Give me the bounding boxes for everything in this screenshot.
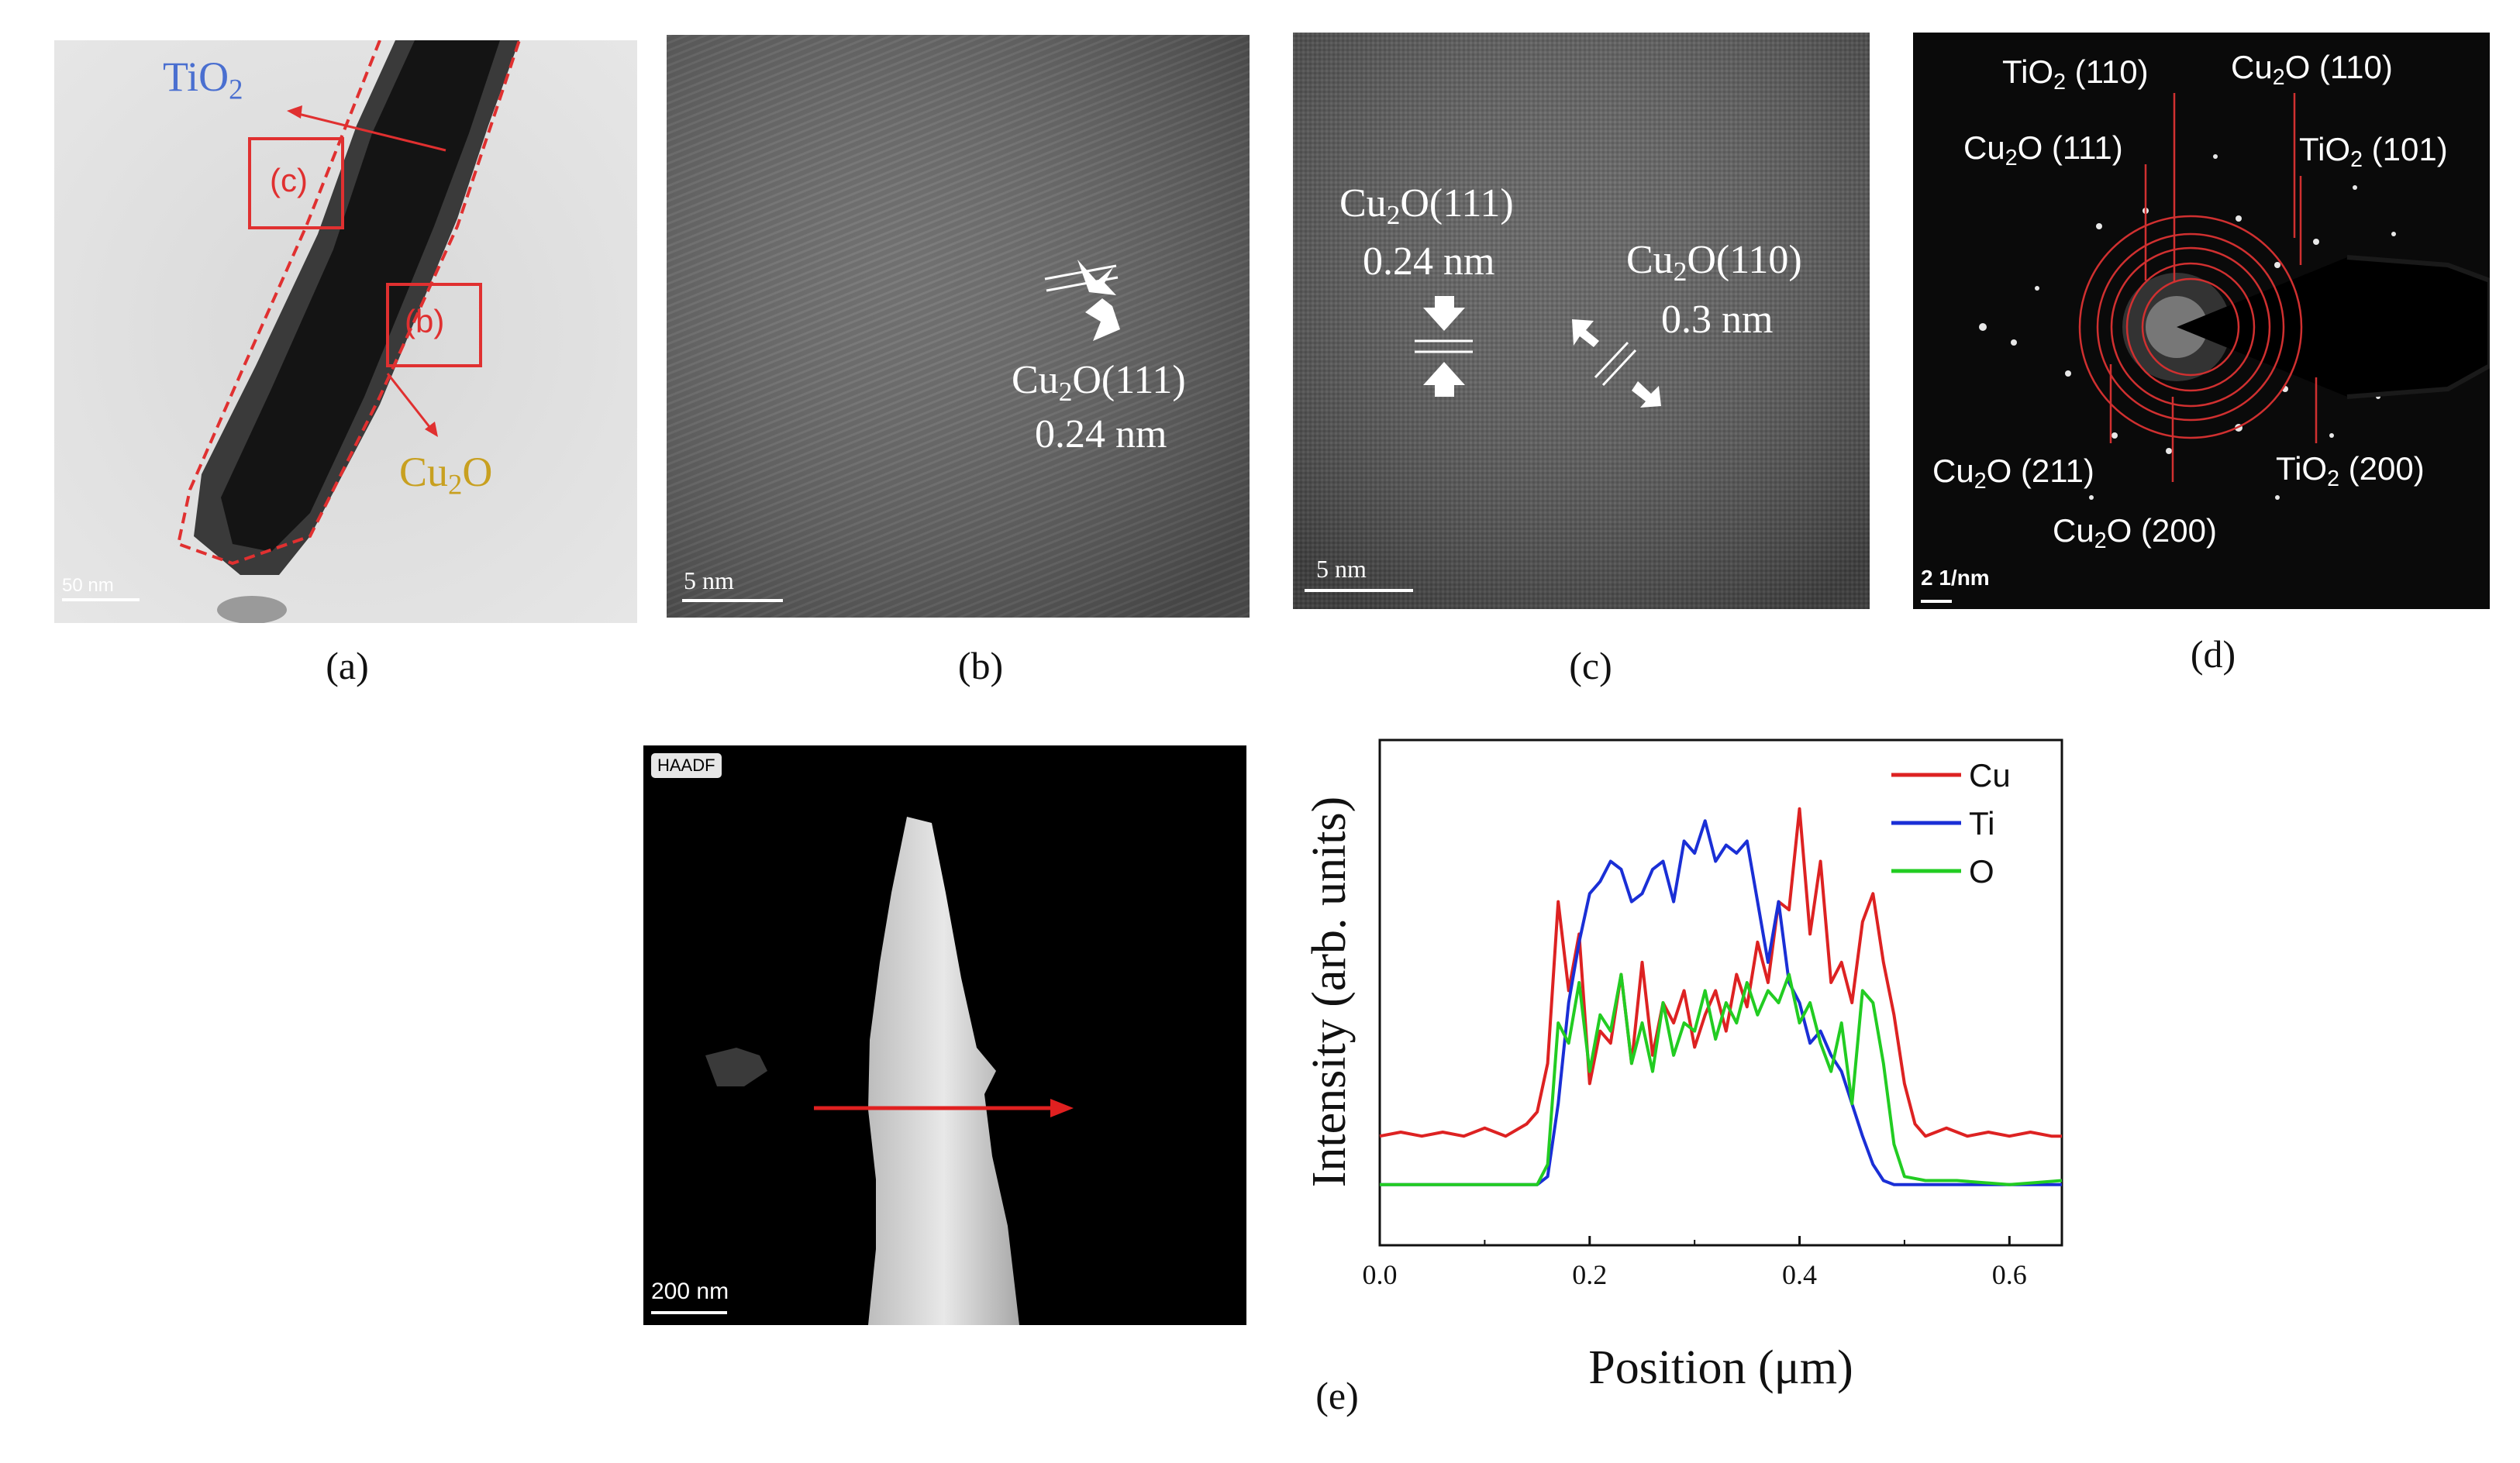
scale-bar-e: 200 nm (651, 1279, 729, 1304)
ring-label-cu2o-211: Cu2O (211) (1932, 455, 2094, 493)
series-line-cu (1379, 807, 2062, 1138)
haadf-mode-badge: HAADF (651, 753, 722, 778)
ring-label-tio2-200-post: (200) (2339, 450, 2425, 487)
caption-b: (b) (957, 644, 1004, 687)
ring-label-tio2-101: TiO2 (101) (2299, 133, 2448, 171)
x-tick-label: 0.2 (1572, 1259, 1607, 1290)
fringe-label-c1-pre: Cu (1339, 181, 1387, 225)
fringe-label-c2-sub: 2 (1673, 255, 1687, 287)
ring-label-cu2o-111-pre: Cu (1963, 129, 2005, 166)
ring-label-tio2-200: TiO2 (200) (2276, 453, 2425, 491)
ring-label-tio2-110: TiO2 (110) (2002, 56, 2149, 94)
ring-label-cu2o-200-sub: 2 (2094, 528, 2107, 553)
legend-label-ti: Ti (1969, 805, 1994, 842)
tio2-core-outline (176, 40, 521, 566)
ring-label-cu2o-211-pre: Cu (1932, 453, 1974, 489)
ring-label-cu2o-111-post: O (111) (2017, 129, 2123, 166)
ring-label-cu2o-200: Cu2O (200) (2053, 515, 2217, 552)
fringe-label-c2: Cu2O(110) (1626, 240, 1802, 285)
ring-label-cu2o-110-post: O (110) (2284, 49, 2393, 85)
nanorod-core (221, 40, 500, 552)
fringe-label-b-pre: Cu (1012, 358, 1059, 402)
cu2o-label-pre: Cu (399, 449, 449, 495)
caption-d: (d) (2190, 632, 2236, 676)
cu2o-label-post: O (462, 449, 493, 495)
x-tick-label: 0.4 (1782, 1259, 1817, 1290)
box-b-label: (b) (405, 303, 445, 339)
ring-label-tio2-200-sub: 2 (2327, 466, 2339, 491)
panel-e-haadf-image: HAADF 200 nm (643, 745, 1246, 1325)
y-axis-label: Intensity (arb. units) (1303, 797, 1356, 1188)
ring-label-cu2o-110-sub: 2 (2272, 64, 2285, 90)
panel-c-hrtem-image: Cu2O(111) 0.24 nm Cu2O(110) 0.3 nm 5 nm (1293, 33, 1870, 609)
panel-e-line-profile-chart: 0.0 0.2 0.4 0.6 Cu Ti O Position (μm) Intensi… (1287, 728, 2101, 1410)
box-c-label: (c) (270, 162, 308, 198)
tio2-label-sub: 2 (229, 73, 243, 105)
caption-c: (c) (1569, 644, 1612, 687)
ring-label-cu2o-110: Cu2O (110) (2231, 51, 2393, 89)
ring-label-cu2o-211-post: O (211) (1986, 453, 2094, 489)
ring-label-cu2o-111: Cu2O (111) (1963, 132, 2123, 170)
panel-a-tem-image: TiO2 (c) (b) Cu2O 50 nm (54, 40, 637, 623)
series-line-ti (1380, 819, 2062, 1186)
ring-label-cu2o-200-pre: Cu (2053, 512, 2094, 549)
tio2-label: TiO2 (163, 56, 243, 104)
legend-label-o: O (1969, 853, 1994, 890)
fringe-label-c2-post: O(110) (1687, 238, 1802, 282)
haadf-nanorod (868, 817, 1019, 1325)
ring-label-cu2o-111-sub: 2 (2005, 145, 2018, 170)
spacing-label-b: 0.24 nm (1035, 412, 1167, 456)
caption-e: (e) (1315, 1374, 1359, 1417)
ring-label-tio2-200-pre: TiO (2276, 450, 2328, 487)
x-tick-label: 0.0 (1363, 1259, 1398, 1290)
series-line-o (1380, 972, 2063, 1186)
legend-label-cu: Cu (1969, 757, 2011, 793)
line-profile-svg: 0.0 0.2 0.4 0.6 Cu Ti O Position (μm) Intensi… (1303, 738, 2063, 1394)
ring-label-tio2-110-pre: TiO (2002, 53, 2054, 90)
panel-d-saed-pattern: TiO2 (110) Cu2O (110) Cu2O (111) TiO2 (1… (1913, 33, 2490, 609)
cu2o-label: Cu2O (399, 451, 492, 499)
ring-label-cu2o-211-sub: 2 (1974, 468, 1987, 494)
beam-stopper (2177, 257, 2490, 397)
ring-label-tio2-110-post: (110) (2066, 53, 2149, 90)
scale-bar-a: 50 nm (62, 575, 114, 596)
scale-bar-c: 5 nm (1316, 555, 1367, 583)
fringe-label-b: Cu2O(111) (1012, 360, 1186, 405)
x-tick-label: 0.6 (1992, 1259, 2027, 1290)
fringe-label-c1: Cu2O(111) (1339, 184, 1514, 229)
ring-label-tio2-110-sub: 2 (2053, 69, 2066, 95)
ring-label-cu2o-200-post: O (200) (2106, 512, 2217, 549)
cu2o-label-sub: 2 (448, 468, 463, 501)
fringe-label-c1-post: O(111) (1400, 181, 1514, 225)
ring-label-tio2-101-pre: TiO (2299, 131, 2351, 167)
scale-bar-b: 5 nm (684, 566, 734, 594)
panel-b-hrtem-image: Cu2O(111) 0.24 nm 5 nm (667, 35, 1250, 618)
x-axis-label: Position (μm) (1588, 1341, 1853, 1394)
fringe-label-c1-sub: 2 (1386, 198, 1401, 230)
fringe-label-c2-pre: Cu (1626, 238, 1674, 282)
ring-label-cu2o-110-pre: Cu (2231, 49, 2273, 85)
ring-label-tio2-101-sub: 2 (2350, 146, 2363, 172)
plot-frame (1378, 738, 2063, 1247)
fringe-label-b-sub: 2 (1058, 375, 1073, 407)
tio2-label-text: TiO (163, 53, 229, 100)
spacing-label-c2: 0.3 nm (1661, 298, 1774, 342)
spacing-label-c1: 0.24 nm (1363, 239, 1495, 284)
fringe-label-b-post: O(111) (1072, 358, 1186, 402)
caption-a: (a) (326, 644, 369, 687)
ring-label-tio2-101-post: (101) (2363, 131, 2448, 167)
scale-bar-d: 2 1/nm (1921, 566, 1990, 590)
